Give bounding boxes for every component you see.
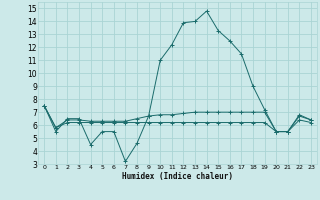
- X-axis label: Humidex (Indice chaleur): Humidex (Indice chaleur): [122, 172, 233, 181]
